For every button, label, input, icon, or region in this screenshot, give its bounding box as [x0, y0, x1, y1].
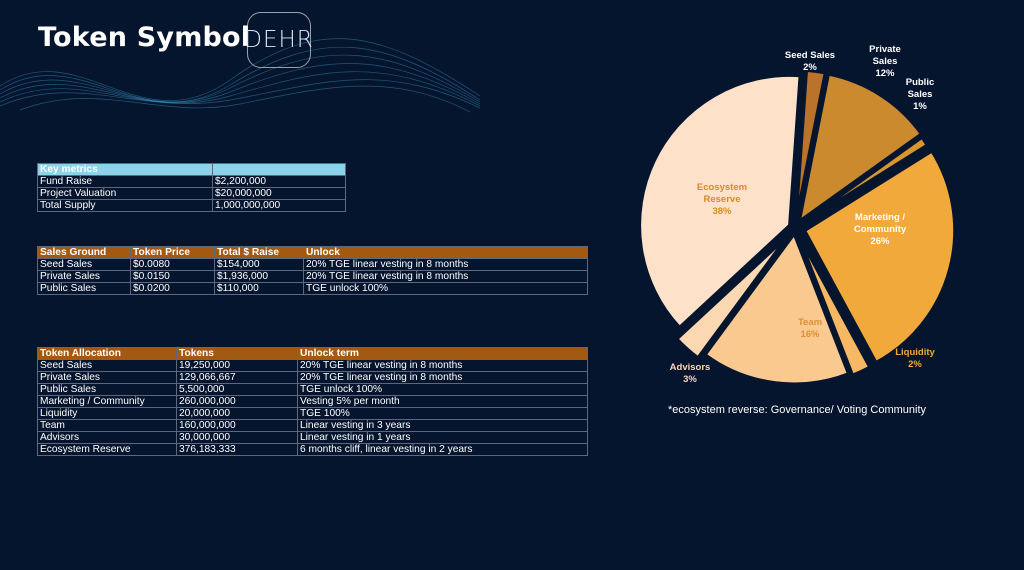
table-cell: Public Sales — [37, 282, 131, 295]
table-cell: Private Sales — [37, 270, 131, 283]
sales-table: Sales Ground Token Price Total $ Raise U… — [37, 246, 588, 295]
table-cell: $110,000 — [214, 282, 304, 295]
page-title: Token Symbol — [38, 22, 251, 53]
table-row: Private Sales 129,066,667 20% TGE linear v… — [37, 371, 588, 384]
token-allocation-table: Token Allocation Tokens Unlock term Seed… — [37, 347, 588, 456]
pie-slice-advisors — [674, 235, 789, 360]
table-cell: Liquidity — [37, 407, 177, 420]
table-cell: Seed Sales — [37, 359, 177, 372]
pie-label-public-sales: Public Sales 1% — [906, 77, 935, 112]
table-cell: Linear vesting in 1 years — [297, 431, 588, 444]
table-cell: 1,000,000,000 — [212, 199, 346, 212]
table-cell: 6 months cliff, linear vesting in 2 year… — [297, 443, 588, 456]
table-row: Public Sales $0.0200 $110,000 TGE unlock… — [37, 282, 588, 295]
table-cell: Seed Sales — [37, 258, 131, 271]
table-cell: Advisors — [37, 431, 177, 444]
table-header-cell: Unlock term — [297, 347, 588, 360]
key-metrics-table: Key metrics Fund Raise $2,200,000 Projec… — [37, 163, 346, 212]
table-header-cell — [212, 163, 346, 176]
table-header-cell: Token Allocation — [37, 347, 177, 360]
table-row: Fund Raise $2,200,000 — [37, 175, 346, 188]
pie-slice-marketing-community — [802, 148, 957, 365]
table-cell: Linear vesting in 3 years — [297, 419, 588, 432]
pie-label-private-sales: Private Sales 12% — [869, 44, 901, 79]
table-cell: $20,000,000 — [212, 187, 346, 200]
token-allocation-pie-chart: Seed Sales 2% Private Sales 12%Public Sales 1%… — [638, 44, 957, 386]
table-row: Project Valuation $20,000,000 — [37, 187, 346, 200]
table-cell: $154,000 — [214, 258, 304, 271]
pie-slice-private-sales — [797, 72, 924, 225]
pie-slice-team — [703, 230, 851, 386]
table-header-cell: Unlock — [303, 246, 588, 259]
table-cell: 30,000,000 — [176, 431, 298, 444]
table-cell: 20% TGE linear vesting in 8 months — [297, 371, 588, 384]
table-cell: TGE 100% — [297, 407, 588, 420]
table-cell: 160,000,000 — [176, 419, 298, 432]
table-cell: 20% TGE linear vesting in 8 months — [303, 258, 588, 271]
table-row: Total Supply 1,000,000,000 — [37, 199, 346, 212]
table-header-cell: Sales Ground — [37, 246, 131, 259]
table-row: Ecosystem Reserve 376,183,333 6 months cli… — [37, 443, 588, 456]
table-cell: 129,066,667 — [176, 371, 298, 384]
pie-slice-seed-sales — [794, 68, 827, 221]
table-cell: 19,250,000 — [176, 359, 298, 372]
table-cell: Total Supply — [37, 199, 213, 212]
table-cell: Team — [37, 419, 177, 432]
table-cell: 376,183,333 — [176, 443, 298, 456]
table-row: Liquidity 20,000,000 TGE 100% — [37, 407, 588, 420]
table-cell: $0.0200 — [130, 282, 215, 295]
pie-slice-liquidity — [796, 234, 872, 378]
table-row: Private Sales $0.0150 $1,936,000 20% TGE… — [37, 270, 588, 283]
table-cell: $1,936,000 — [214, 270, 304, 283]
table-row: Marketing / Community 260,000,000 Vesting … — [37, 395, 588, 408]
table-cell: 20% TGE linear vesting in 8 months — [297, 359, 588, 372]
dehr-logo: DEHR — [244, 12, 313, 68]
pie-label-marketing-community: Marketing / Community 26% — [854, 212, 907, 247]
table-cell: $2,200,000 — [212, 175, 346, 188]
table-header-row: Sales Ground Token Price Total $ Raise U… — [37, 246, 588, 259]
table-cell: Vesting 5% per month — [297, 395, 588, 408]
table-header-row: Token Allocation Tokens Unlock term — [37, 347, 588, 360]
table-cell: $0.0080 — [130, 258, 215, 271]
table-cell: TGE unlock 100% — [303, 282, 588, 295]
table-header-cell: Key metrics — [37, 163, 213, 176]
pie-label-team: Team 16% — [798, 317, 822, 340]
table-cell: $0.0150 — [130, 270, 215, 283]
pie-label-seed-sales: Seed Sales 2% — [785, 50, 835, 73]
table-header-row: Key metrics — [37, 163, 346, 176]
pie-slice-ecosystem-reserve — [638, 73, 802, 330]
footnote: *ecosystem reverse: Governance/ Voting C… — [668, 404, 927, 416]
table-cell: 260,000,000 — [176, 395, 298, 408]
table-cell: 20,000,000 — [176, 407, 298, 420]
table-cell: 5,500,000 — [176, 383, 298, 396]
pie-label-ecosystem-reserve: Ecosystem Reserve 38% — [697, 182, 747, 217]
table-row: Advisors 30,000,000 Linear vesting in 1 ye… — [37, 431, 588, 444]
table-cell: Private Sales — [37, 371, 177, 384]
table-header-cell: Total $ Raise — [214, 246, 304, 259]
table-cell: 20% TGE linear vesting in 8 months — [303, 270, 588, 283]
table-cell: TGE unlock 100% — [297, 383, 588, 396]
table-cell: Marketing / Community — [37, 395, 177, 408]
pie-label-liquidity: Liquidity 2% — [895, 347, 935, 370]
pie-label-advisors: Advisors 3% — [670, 362, 711, 385]
table-row: Seed Sales $0.0080 $154,000 20% TGE line… — [37, 258, 588, 271]
pie-slice-public-sales — [799, 135, 930, 226]
table-header-cell: Tokens — [176, 347, 298, 360]
table-cell: Ecosystem Reserve — [37, 443, 177, 456]
table-cell: Public Sales — [37, 383, 177, 396]
table-row: Team 160,000,000 Linear vesting in 3 years — [37, 419, 588, 432]
table-header-cell: Token Price — [130, 246, 215, 259]
wave-decoration — [0, 38, 480, 113]
table-cell: Project Valuation — [37, 187, 213, 200]
table-cell: Fund Raise — [37, 175, 213, 188]
table-row: Seed Sales 19,250,000 20% TGE linear vesti… — [37, 359, 588, 372]
table-row: Public Sales 5,500,000 TGE unlock 100% — [37, 383, 588, 396]
